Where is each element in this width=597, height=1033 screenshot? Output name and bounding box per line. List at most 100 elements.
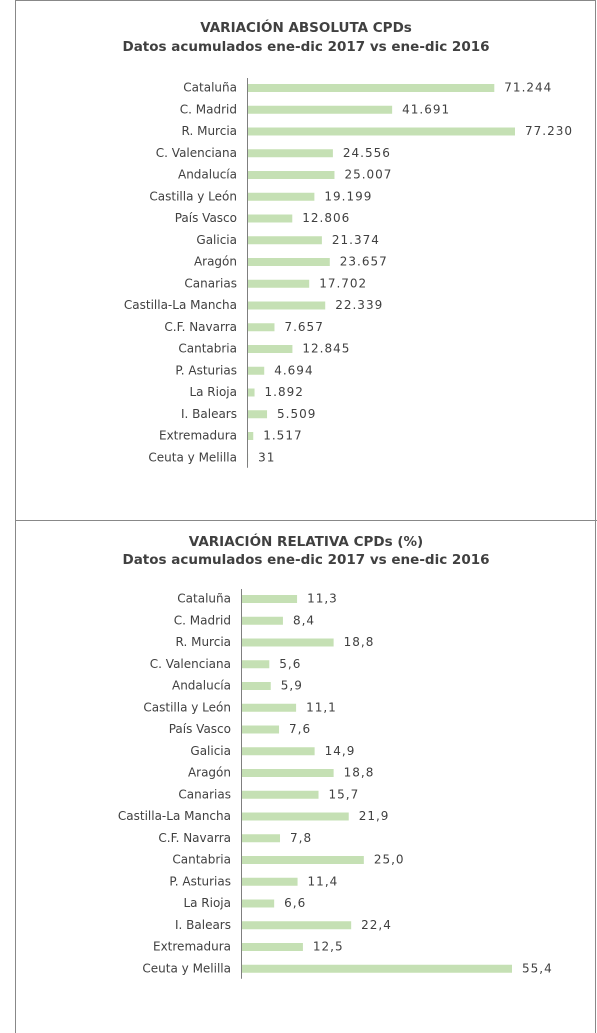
value-label: 55,4 bbox=[522, 961, 553, 975]
category-label: Ceuta y Melilla bbox=[148, 450, 237, 464]
value-label: 21,9 bbox=[359, 809, 390, 823]
bar bbox=[242, 921, 352, 930]
value-label: 23.657 bbox=[340, 255, 388, 269]
bar bbox=[248, 236, 322, 245]
category-label: Galicia bbox=[196, 233, 237, 247]
bar bbox=[248, 301, 326, 310]
category-label: Castilla-La Mancha bbox=[124, 298, 237, 312]
value-label: 1.517 bbox=[263, 429, 302, 443]
category-label: Castilla y León bbox=[149, 189, 237, 203]
category-label: Cataluña bbox=[177, 592, 231, 606]
bar bbox=[248, 214, 293, 223]
value-label: 8,4 bbox=[293, 613, 315, 627]
value-label: 18,8 bbox=[344, 635, 375, 649]
bar bbox=[248, 366, 265, 375]
category-label: C. Valenciana bbox=[156, 146, 237, 160]
category-label: I. Balears bbox=[175, 918, 231, 932]
bar bbox=[242, 595, 298, 603]
bar bbox=[242, 638, 334, 647]
value-label: 7,8 bbox=[290, 831, 312, 845]
category-label: Cantabria bbox=[178, 342, 237, 356]
value-label: 19.199 bbox=[324, 189, 372, 203]
category-label: Cataluña bbox=[183, 81, 237, 95]
value-label: 11,3 bbox=[307, 592, 338, 606]
category-label: I. Balears bbox=[181, 407, 237, 421]
category-label: La Rioja bbox=[189, 385, 237, 399]
bar bbox=[242, 790, 319, 799]
bar bbox=[242, 812, 349, 821]
value-label: 5,6 bbox=[279, 657, 301, 671]
bar bbox=[248, 323, 275, 332]
category-label: C. Madrid bbox=[180, 102, 237, 116]
value-label: 7,6 bbox=[289, 722, 311, 736]
value-label: 12.845 bbox=[302, 342, 350, 356]
category-label: P. Asturias bbox=[175, 363, 237, 377]
value-label: 31 bbox=[258, 450, 275, 464]
category-label: País Vasco bbox=[169, 722, 231, 736]
bar bbox=[242, 660, 270, 669]
value-label: 11,1 bbox=[306, 700, 337, 714]
value-label: 12,5 bbox=[313, 940, 344, 954]
bar bbox=[248, 388, 255, 397]
bar bbox=[248, 84, 495, 92]
bar bbox=[248, 410, 268, 419]
category-label: Castilla y León bbox=[143, 700, 231, 714]
category-label: Extremadura bbox=[159, 429, 237, 443]
value-label: 25,0 bbox=[374, 853, 405, 867]
bar bbox=[248, 105, 393, 114]
category-label: Cantabria bbox=[172, 853, 231, 867]
bar bbox=[242, 964, 512, 973]
category-label: Canarias bbox=[178, 787, 231, 801]
category-label: P. Asturias bbox=[169, 874, 231, 888]
category-label: Andalucía bbox=[178, 168, 237, 182]
value-label: 22.339 bbox=[335, 298, 383, 312]
bar bbox=[248, 192, 315, 201]
category-label: Ceuta y Melilla bbox=[142, 961, 231, 975]
value-label: 24.556 bbox=[343, 146, 391, 160]
category-label: La Rioja bbox=[183, 896, 231, 910]
bar bbox=[248, 258, 330, 266]
value-label: 4.694 bbox=[274, 363, 313, 377]
chart-title: VARIACIÓN ABSOLUTA CPDs bbox=[200, 18, 412, 36]
category-label: Aragón bbox=[194, 255, 237, 269]
bar bbox=[248, 432, 254, 440]
bar bbox=[248, 345, 293, 353]
value-label: 25.007 bbox=[344, 168, 392, 182]
value-label: 21.374 bbox=[332, 233, 380, 247]
value-label: 5.509 bbox=[277, 407, 316, 421]
value-label: 71.244 bbox=[504, 81, 552, 95]
bar bbox=[248, 279, 310, 288]
bar bbox=[242, 943, 303, 951]
bar bbox=[242, 616, 283, 625]
category-label: Galicia bbox=[190, 744, 231, 758]
bar bbox=[242, 856, 364, 864]
bar bbox=[242, 769, 334, 777]
chart-subtitle: Datos acumulados ene-dic 2017 vs ene-dic… bbox=[122, 552, 489, 568]
bar bbox=[242, 682, 271, 690]
bar bbox=[242, 703, 297, 712]
value-label: 12.806 bbox=[302, 211, 350, 225]
category-label: Canarias bbox=[184, 276, 237, 290]
chart-title: VARIACIÓN RELATIVA CPDs (%) bbox=[189, 532, 423, 550]
value-label: 1.892 bbox=[265, 385, 304, 399]
category-label: C.F. Navarra bbox=[158, 831, 231, 845]
category-label: Aragón bbox=[188, 766, 231, 780]
category-label: R. Murcia bbox=[176, 635, 231, 649]
category-label: C. Madrid bbox=[174, 613, 231, 627]
chart-subtitle: Datos acumulados ene-dic 2017 vs ene-dic… bbox=[122, 39, 489, 55]
category-label: Andalucía bbox=[172, 679, 231, 693]
value-label: 15,7 bbox=[329, 787, 360, 801]
bar bbox=[242, 899, 275, 908]
value-label: 22,4 bbox=[361, 918, 392, 932]
bar bbox=[242, 747, 315, 756]
bar bbox=[242, 834, 281, 843]
category-label: C.F. Navarra bbox=[164, 320, 237, 334]
value-label: 41.691 bbox=[402, 102, 450, 116]
bar bbox=[248, 149, 333, 158]
bar bbox=[248, 171, 335, 179]
value-label: 11,4 bbox=[308, 874, 339, 888]
value-label: 17.702 bbox=[319, 276, 367, 290]
value-label: 7.657 bbox=[284, 320, 323, 334]
category-label: C. Valenciana bbox=[150, 657, 231, 671]
